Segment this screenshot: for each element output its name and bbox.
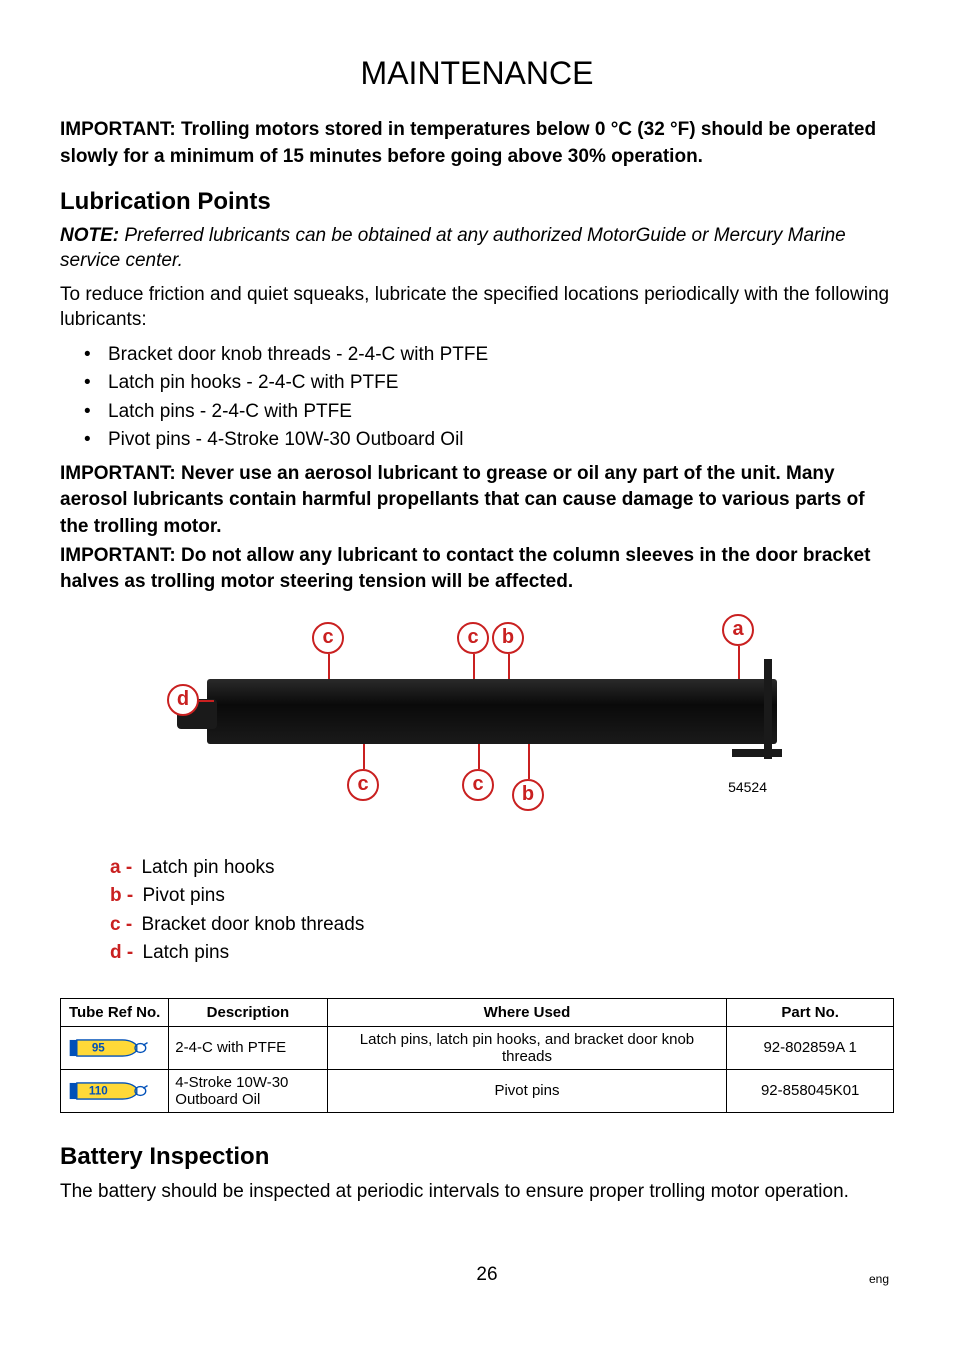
list-item: Bracket door knob threads - 2-4-C with P… [60, 341, 894, 370]
diagram-mount-base [732, 749, 782, 757]
td-tube-icon: 110 [61, 1069, 169, 1112]
td-where: Pivot pins [327, 1069, 727, 1112]
lubrication-heading: Lubrication Points [60, 188, 894, 216]
list-item: Pivot pins - 4-Stroke 10W-30 Outboard Oi… [60, 426, 894, 455]
diagram-motor-body [207, 679, 777, 744]
page-title: MAINTENANCE [60, 55, 894, 92]
callout-line [328, 654, 330, 679]
tube-icon: 110 [67, 1077, 152, 1105]
callout-c-bottom-right: c [462, 769, 494, 801]
battery-text: The battery should be inspected at perio… [60, 1179, 894, 1205]
legend-key: d - [110, 942, 133, 963]
legend-item: b - Pivot pins [110, 882, 894, 911]
legend-key: c - [110, 914, 132, 935]
table-row: 95 2-4-C with PTFE Latch pins, latch pin… [61, 1026, 894, 1069]
lubrication-bullets: Bracket door knob threads - 2-4-C with P… [60, 341, 894, 455]
list-item: Latch pins - 2-4-C with PTFE [60, 398, 894, 427]
td-part: 92-858045K01 [727, 1069, 894, 1112]
page-footer: 26 eng [60, 1264, 894, 1286]
legend-key: b - [110, 885, 133, 906]
callout-line [478, 744, 480, 769]
td-description: 2-4-C with PTFE [169, 1026, 327, 1069]
callout-line [199, 700, 214, 702]
legend-text: Pivot pins [143, 885, 225, 906]
callout-b-top: b [492, 622, 524, 654]
callout-d: d [167, 684, 199, 716]
important-column-sleeve-note: IMPORTANT: Do not allow any lubricant to… [60, 543, 894, 596]
svg-text:110: 110 [89, 1084, 108, 1097]
diagram-ref-number: 54524 [728, 779, 767, 795]
note-label: NOTE: [60, 225, 119, 246]
list-item: Latch pin hooks - 2-4-C with PTFE [60, 369, 894, 398]
callout-a: a [722, 614, 754, 646]
diagram-legend: a - Latch pin hooks b - Pivot pins c - B… [110, 854, 894, 968]
callout-line [508, 654, 510, 679]
callout-line [363, 744, 365, 769]
table-row: 110 4-Stroke 10W-30 Outboard Oil Pivot p… [61, 1069, 894, 1112]
callout-c-top-left: c [312, 622, 344, 654]
callout-c-bottom-left: c [347, 769, 379, 801]
svg-text:95: 95 [92, 1041, 105, 1054]
lubrication-intro: To reduce friction and quiet squeaks, lu… [60, 282, 894, 333]
tube-icon: 95 [67, 1034, 152, 1062]
language-code: eng [869, 1272, 889, 1286]
lubrication-diagram: d c c b a c c b 54524 [127, 614, 827, 834]
th-description: Description [169, 998, 327, 1026]
important-aerosol-note: IMPORTANT: Never use an aerosol lubrican… [60, 461, 894, 541]
legend-text: Latch pins [143, 942, 230, 963]
legend-key: a - [110, 857, 132, 878]
lubricant-table: Tube Ref No. Description Where Used Part… [60, 998, 894, 1113]
td-where: Latch pins, latch pin hooks, and bracket… [327, 1026, 727, 1069]
page-number: 26 [105, 1264, 869, 1286]
important-storage-note: IMPORTANT: Trolling motors stored in tem… [60, 117, 894, 170]
td-tube-icon: 95 [61, 1026, 169, 1069]
lubrication-note: NOTE: Preferred lubricants can be obtain… [60, 224, 894, 273]
legend-item: a - Latch pin hooks [110, 854, 894, 883]
th-part: Part No. [727, 998, 894, 1026]
note-body: Preferred lubricants can be obtained at … [60, 225, 846, 271]
legend-text: Bracket door knob threads [141, 914, 364, 935]
battery-heading: Battery Inspection [60, 1143, 894, 1171]
legend-text: Latch pin hooks [141, 857, 274, 878]
th-where: Where Used [327, 998, 727, 1026]
td-part: 92-802859A 1 [727, 1026, 894, 1069]
td-description: 4-Stroke 10W-30 Outboard Oil [169, 1069, 327, 1112]
callout-line [528, 744, 530, 779]
th-tube: Tube Ref No. [61, 998, 169, 1026]
table-header-row: Tube Ref No. Description Where Used Part… [61, 998, 894, 1026]
legend-item: c - Bracket door knob threads [110, 911, 894, 940]
callout-line [473, 654, 475, 679]
callout-line [738, 646, 740, 679]
diagram-mount-vertical [764, 659, 772, 759]
legend-item: d - Latch pins [110, 939, 894, 968]
callout-b-bottom: b [512, 779, 544, 811]
callout-c-top-right: c [457, 622, 489, 654]
